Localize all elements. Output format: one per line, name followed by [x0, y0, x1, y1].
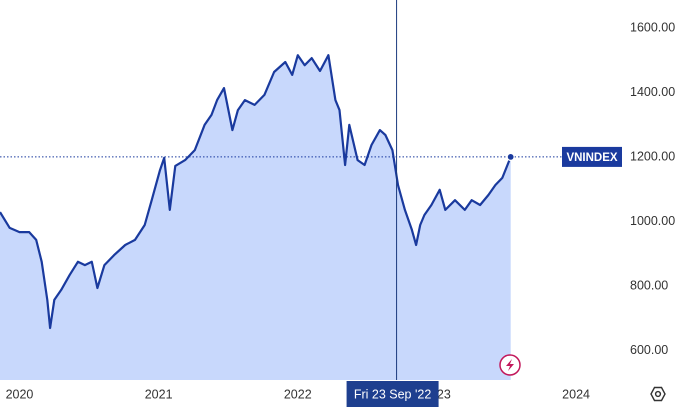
y-tick-label: 1000.00 — [630, 214, 675, 228]
settings-icon[interactable] — [650, 386, 666, 402]
crosshair-label: Fri 23 Sep '22 — [354, 387, 431, 401]
legend-label: VNINDEX — [566, 152, 617, 164]
last-price-dot — [506, 152, 515, 162]
overlay-layer: VNINDEX Fri 23 Sep '22 — [0, 0, 622, 407]
x-tick-label: 2020 — [6, 387, 34, 401]
legend-badge — [562, 146, 622, 167]
lightning-button[interactable] — [499, 354, 521, 376]
plot-layer: 600.00 800.00 1000.00 1200.00 1400.00 1600.00… — [0, 20, 675, 401]
y-tick-label: 600.00 — [630, 343, 668, 357]
x-tick-label: 2021 — [145, 387, 173, 401]
series-line — [0, 54, 512, 330]
y-tick-label: 1400.00 — [630, 85, 675, 99]
settings-icon-center[interactable] — [654, 390, 662, 398]
y-tick-label: 1600.00 — [630, 20, 675, 34]
y-tick-label: 1200.00 — [630, 150, 675, 164]
lightning-icon[interactable] — [506, 359, 514, 371]
y-tick-label: 800.00 — [630, 279, 668, 293]
x-tick-label: 2024 — [562, 387, 590, 401]
crosshair-badge — [346, 381, 439, 407]
area-fill — [0, 55, 511, 380]
x-tick-label: 2022 — [284, 387, 312, 401]
settings-button[interactable] — [650, 386, 666, 402]
